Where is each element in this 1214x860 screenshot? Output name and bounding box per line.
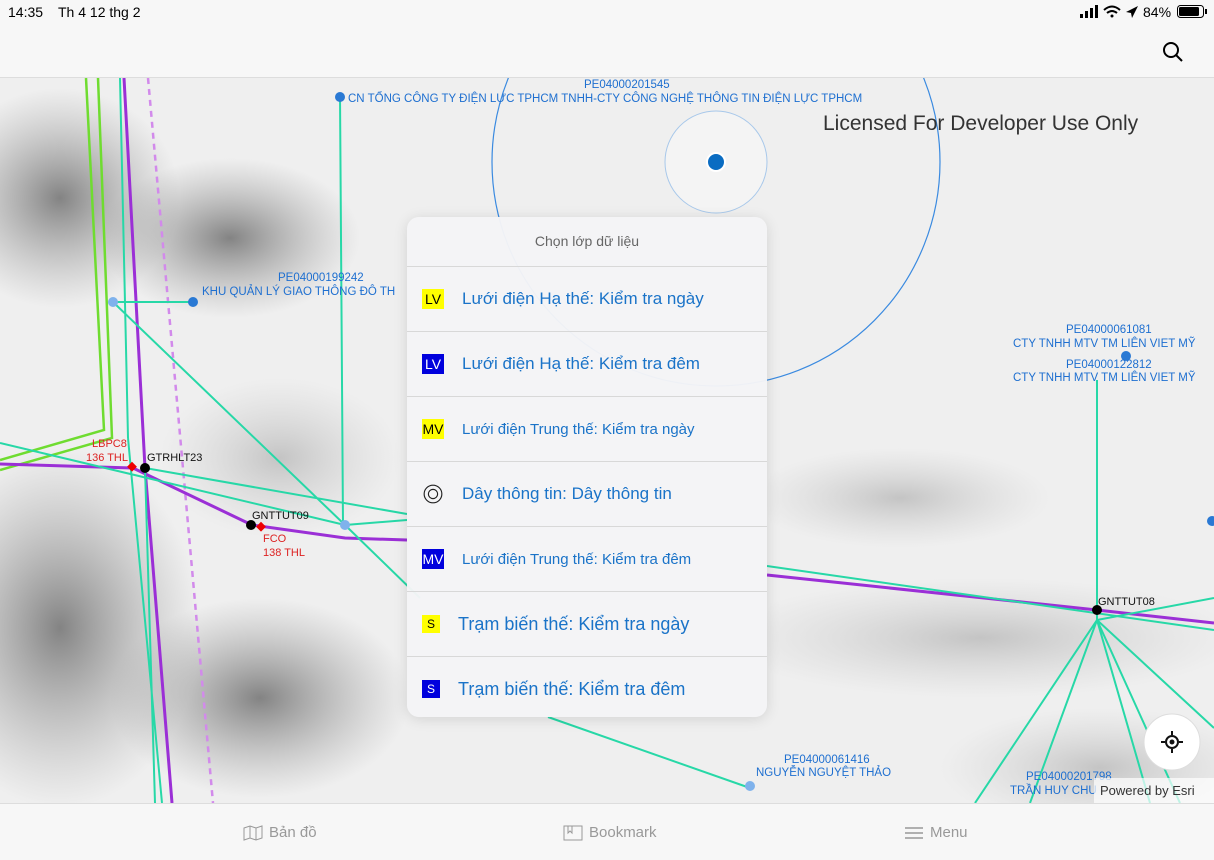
tab-bar: Bản đồ Bookmark Menu <box>0 803 1214 860</box>
layer-label: Lưới điện Hạ thế: Kiểm tra ngày <box>462 289 704 308</box>
time: 14:35 <box>8 4 44 20</box>
layer-option[interactable]: LV Lưới điện Hạ thế: Kiểm tra đêm <box>407 332 767 397</box>
layer-label: Dây thông tin: Dây thông tin <box>462 484 672 503</box>
layer-label: Lưới điện Trung thế: Kiểm tra đêm <box>462 550 692 568</box>
tab-label: Bookmark <box>589 824 657 841</box>
layer-icon: LV <box>422 289 444 309</box>
node-label: GNTTUT09 <box>252 510 309 522</box>
map-label-code: PE04000122812 <box>1066 359 1152 371</box>
node-label: GNTTUT08 <box>1098 596 1155 608</box>
layer-option[interactable]: LV Lưới điện Hạ thế: Kiểm tra ngày <box>407 267 767 332</box>
map-label-code: PE04000199242 <box>278 272 364 284</box>
tab-label: Bản đồ <box>269 824 317 841</box>
tab[interactable]: Bookmark <box>563 824 657 841</box>
tab-icon <box>905 826 923 839</box>
layer-icon: MV <box>422 419 444 439</box>
tab-icon <box>243 824 263 841</box>
layer-label: Trạm biến thế: Kiểm tra đêm <box>458 678 686 699</box>
layer-option[interactable]: MV Lưới điện Trung thế: Kiểm tra đêm <box>407 527 767 592</box>
map-label-name: CN TỔNG CÔNG TY ĐIỆN LỰC TPHCM TNHH-CTY … <box>348 92 862 105</box>
layer-option[interactable]: Dây thông tin: Dây thông tin <box>407 462 767 527</box>
map-label-code: PE04000061416 <box>784 754 870 766</box>
map-label-name: CTY TNHH MTV TM LIÊN VIET MỸ <box>1013 371 1196 384</box>
layer-popover: Chọn lớp dữ liệu LV Lưới điện Hạ thế: Kiể… <box>407 217 767 717</box>
layer-icon <box>423 484 443 504</box>
battery: 84% <box>1143 4 1172 20</box>
red-label: LBPC8 <box>92 438 127 450</box>
map-label-code: PE04000201798 <box>1026 771 1112 783</box>
tab[interactable]: Menu <box>904 824 968 841</box>
top-bar: 14:35 Th 4 12 thg 2 84% <box>0 0 1214 78</box>
layer-icon: LV <box>422 354 444 374</box>
layer-icon: S <box>422 680 440 698</box>
map-label-name: KHU QUẢN LÝ GIAO THÔNG ĐÔ TH <box>202 285 395 298</box>
map-label-code: PE04000061081 <box>1066 324 1152 336</box>
map-label-code: PE04000201545 <box>584 79 670 91</box>
battery-icon <box>1177 5 1207 18</box>
map-label-name: TRẦN HUY CHU <box>1010 784 1097 797</box>
layer-label: Trạm biến thế: Kiểm tra ngày <box>458 613 690 634</box>
layer-option[interactable]: MV Lưới điện Trung thế: Kiểm tra ngày <box>407 397 767 462</box>
layer-label: Lưới điện Hạ thế: Kiểm tra đêm <box>462 354 700 373</box>
map-label-name: CTY TNHH MTV TM LIÊN VIET MỸ <box>1013 337 1196 350</box>
layer-icon: S <box>422 615 440 633</box>
red-label: 136 THL <box>86 452 128 464</box>
node-label: GTRHLT23 <box>147 452 202 464</box>
red-label: FCO <box>263 533 287 545</box>
red-label: 138 THL <box>263 547 305 559</box>
layer-label: Lưới điện Trung thế: Kiểm tra ngày <box>462 420 695 438</box>
search-button[interactable] <box>1161 40 1185 64</box>
status-icons <box>1080 5 1138 18</box>
license-watermark: Licensed For Developer Use Only <box>823 112 1139 135</box>
layer-option[interactable]: S Trạm biến thế: Kiểm tra đêm <box>407 657 767 717</box>
layer-icon: MV <box>422 549 444 569</box>
tab[interactable]: Bản đồ <box>243 824 317 841</box>
tab-icon <box>563 825 583 840</box>
map-label-name: NGUYỄN NGUYỆT THẢO <box>756 766 891 779</box>
tab-label: Menu <box>930 824 968 841</box>
popover-title: Chọn lớp dữ liệu <box>407 217 767 267</box>
layer-option[interactable]: S Trạm biến thế: Kiểm tra ngày <box>407 592 767 657</box>
attribution: Powered by Esri <box>1100 783 1195 798</box>
date: Th 4 12 thg 2 <box>58 4 141 20</box>
